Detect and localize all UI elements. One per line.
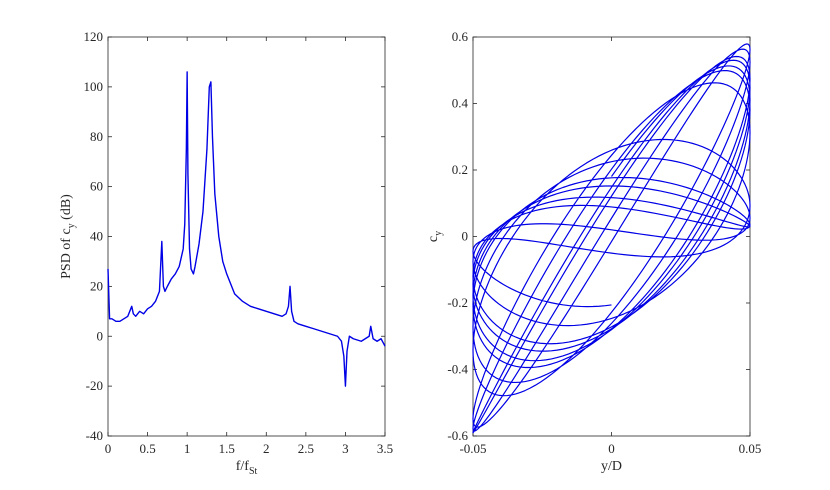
x-tick-label: 3.5 (377, 441, 393, 456)
y-tick-label: -20 (86, 378, 103, 393)
x-tick-label: -0.05 (459, 441, 486, 456)
x-axis-label: f/fSt (236, 459, 258, 477)
x-tick-label: 0.5 (139, 441, 155, 456)
x-tick-label: 2 (263, 441, 270, 456)
x-tick-label: 2.5 (298, 441, 314, 456)
y-tick-label: -0.6 (447, 428, 468, 443)
y-tick-label: 0 (97, 328, 104, 343)
y-tick-label: 80 (90, 129, 103, 144)
y-tick-label: 0.2 (452, 162, 468, 177)
y-tick-label: 0 (462, 229, 469, 244)
y-axis-label: PSD of cy (dB) (59, 194, 77, 279)
x-tick-label: 1 (184, 441, 191, 456)
y-tick-label: 100 (84, 79, 104, 94)
phase-portrait-chart: -0.05 0 0.05 -0.6 -0.4 -0.2 0 0.2 0.4 0.6 y/D cy (426, 29, 761, 474)
y-tick-label: 0.4 (452, 96, 469, 111)
y-tick-label: 60 (90, 179, 103, 194)
x-axis-label: y/D (601, 459, 622, 474)
psd-series-line (107, 71, 386, 387)
x-tick-label: 0.05 (739, 441, 762, 456)
y-axis-label: cy (426, 231, 444, 242)
plot-frame (107, 36, 386, 437)
y-tick-label: -0.4 (447, 362, 468, 377)
x-tick-label: 0 (105, 441, 112, 456)
y-tick-label: 0.6 (452, 29, 469, 44)
psd-chart: 0 0.5 1 1.5 2 2.5 3 3.5 -40 -20 0 20 40 60 80 100 120 f/f… (59, 29, 393, 477)
x-tick-label: 0 (608, 441, 615, 456)
y-tick-label: -40 (86, 428, 103, 443)
y-tick-label: 120 (84, 29, 104, 44)
y-tick-label: 40 (90, 229, 103, 244)
y-tick-label: 20 (90, 278, 103, 293)
trajectory-line (472, 43, 751, 434)
y-tick-label: -0.2 (447, 295, 468, 310)
x-tick-label: 3 (342, 441, 349, 456)
x-tick-label: 1.5 (219, 441, 235, 456)
